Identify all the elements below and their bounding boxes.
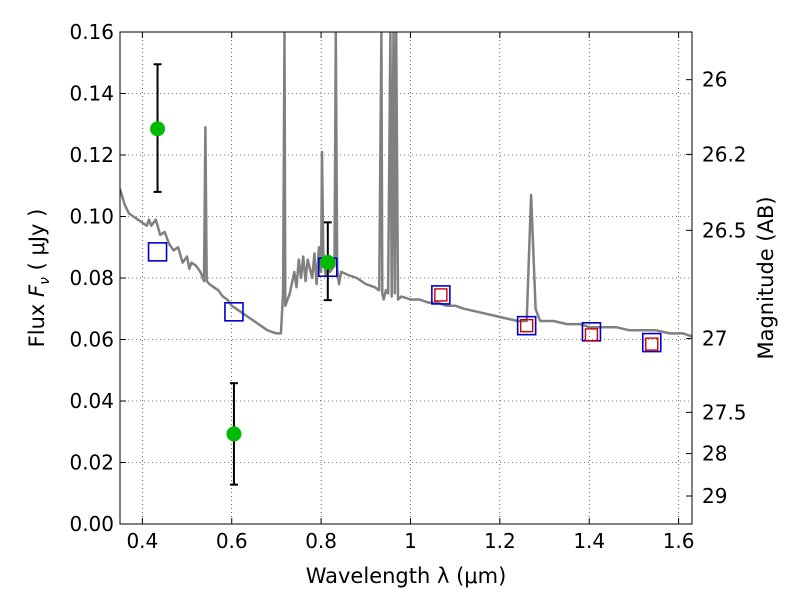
green-data-point [226, 426, 242, 442]
blue-square-marker [431, 285, 451, 305]
green-data-point [150, 121, 166, 137]
blue-square-marker [224, 302, 244, 322]
y-tick-label: 0.16 [69, 20, 114, 44]
x-tick-label: 1.6 [663, 529, 695, 553]
y-tick-label: 0.08 [69, 266, 114, 290]
y2-tick-label: 26.2 [702, 142, 747, 166]
y-axis-title-subscript: ν [37, 277, 53, 285]
y-tick-label: 0.12 [69, 143, 114, 167]
y-axis-title-prefix: Flux [25, 297, 49, 347]
y2-tick-label: 26 [702, 68, 727, 92]
y2-axis-title: Magnitude (AB) [754, 196, 778, 359]
y2-tick-label: 26.5 [702, 218, 747, 242]
y-tick-label: 0.10 [69, 205, 114, 229]
ticks: 0.4 0.6 0.8 1 1.2 1.4 1.6 0.00 0.02 0.04 0.06 0.08 0… [69, 20, 746, 553]
blue-square-marker [641, 332, 662, 353]
y-tick-label: 0.00 [69, 512, 114, 536]
y-tick-label: 0.06 [69, 328, 114, 352]
x-tick-label: 1.4 [573, 529, 605, 553]
y-tick-label: 0.04 [69, 389, 114, 413]
data-layer [120, 32, 692, 486]
red-square-marker [519, 318, 534, 333]
x-tick-label: 1 [404, 529, 417, 553]
y-axis-title-symbol: F [25, 284, 49, 297]
y-tick-label: 0.02 [69, 451, 114, 475]
plot-area [120, 32, 692, 486]
red-square-marker [434, 288, 448, 302]
y2-tick-label: 29 [702, 484, 727, 508]
spectrum-line [120, 32, 692, 338]
x-tick-label: 0.6 [216, 529, 248, 553]
y-axis-title-units: ( μJy ) [25, 209, 49, 277]
red-square-marker [584, 328, 599, 342]
blue-square-marker [516, 315, 537, 336]
blue-square-marker [147, 242, 168, 262]
y2-tick-label: 27.5 [702, 400, 747, 424]
red-square-marker [645, 337, 659, 351]
x-tick-label: 0.4 [126, 529, 158, 553]
y-axis-title: Flux Fν ( μJy ) [25, 209, 53, 348]
y2-tick-label: 28 [702, 442, 727, 466]
y2-tick-label: 27 [702, 327, 727, 351]
x-tick-label: 1.2 [484, 529, 516, 553]
y-tick-label: 0.14 [69, 82, 114, 106]
x-axis-title: Wavelength λ (μm) [306, 564, 507, 588]
x-tick-label: 0.8 [305, 529, 337, 553]
green-data-point [320, 254, 336, 270]
